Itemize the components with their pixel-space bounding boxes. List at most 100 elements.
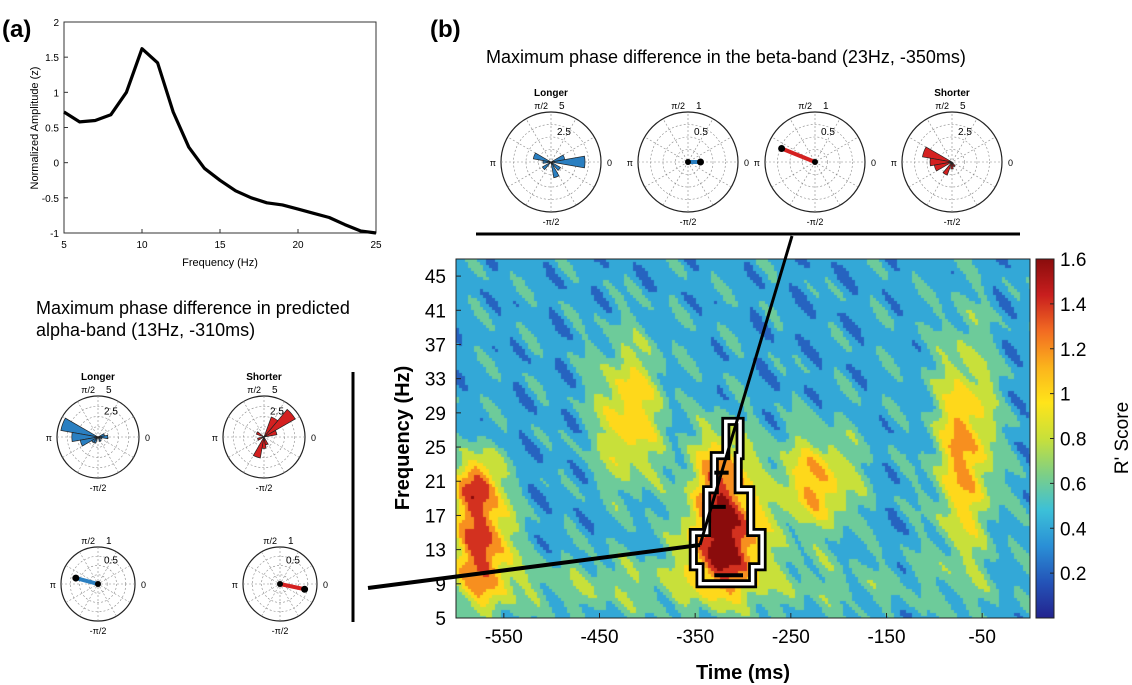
rose-wedge [263, 436, 269, 446]
polar-label-left: π [212, 433, 218, 443]
heat-x-tick-label: -50 [968, 627, 995, 648]
polar-label-left: π [46, 433, 52, 443]
colorbar-tick-label: 0.8 [1060, 430, 1086, 451]
polar-plot: π/2 π 0 -π/2 5 2.5 Longer [46, 372, 150, 493]
polar-rtick-outer: 5 [272, 385, 278, 396]
polar-label-left: π [754, 158, 760, 168]
heat-y-tick-label: 9 [435, 575, 446, 596]
polar-grid-circle [79, 565, 117, 603]
x-tick-label: 15 [214, 240, 226, 251]
mean-vector [73, 576, 100, 586]
polar-label-left: π [627, 158, 633, 168]
heatmap-x-label: Time (ms) [696, 662, 790, 684]
polar-label-right: 0 [323, 580, 328, 590]
polar-plot: π/2 π 0 -π/2 1 0.5 [627, 101, 749, 227]
rose-wedge [71, 432, 99, 442]
line-chart-x-ticks: 5 10 15 20 25 [61, 229, 382, 251]
y-tick-label: -1 [50, 229, 59, 240]
rose-wedge [257, 436, 265, 441]
polar-label-right: 0 [871, 158, 876, 168]
line-chart-y-label: Normalized Amplitude (z) [29, 67, 41, 190]
colorbar-tick-label: 1.4 [1060, 295, 1087, 316]
heat-y-tick-label: 13 [425, 541, 446, 562]
polar-plot: π/2 π 0 -π/2 1 0.5 [232, 536, 328, 636]
rose-wedge [950, 161, 954, 170]
colorbar-tick-label: 1.2 [1060, 340, 1086, 361]
y-tick-label: 2 [53, 18, 59, 29]
polar-rtick-inner: 2.5 [270, 407, 284, 418]
rose-wedge [97, 436, 102, 443]
polar-grid-circle [88, 574, 108, 594]
x-tick-label: 25 [370, 240, 382, 251]
heatmap-y-ticks: 5 9 13 17 21 25 29 33 37 41 45 [425, 267, 461, 630]
panel-label-a: (a) [2, 16, 31, 43]
heat-y-tick-label: 41 [425, 301, 446, 322]
beta-title: Maximum phase difference in the beta-ban… [486, 47, 966, 67]
colorbar-ticks: 0.2 0.4 0.6 0.8 1 1.2 1.4 1.6 [1050, 250, 1087, 585]
mean-vector-tip [778, 145, 786, 153]
mean-vector [278, 582, 307, 592]
polar-label-right: 0 [1008, 158, 1013, 168]
polar-plot: π/2 π 0 -π/2 5 2.5 Shorter [891, 88, 1013, 227]
polar-grid-circle [926, 136, 978, 188]
rose-wedge [542, 160, 552, 164]
heat-y-tick-label: 25 [425, 438, 446, 459]
polar-center-dot [812, 159, 818, 165]
polar-label-bottom: -π/2 [543, 217, 560, 227]
y-tick-label: 1.5 [45, 53, 59, 64]
rose-wedge [97, 433, 105, 438]
heatmap-y-label: Frequency (Hz) [392, 366, 414, 510]
rose-wedge [922, 146, 953, 163]
polar-grid-circle [232, 405, 296, 469]
polar-label-bottom: -π/2 [680, 217, 697, 227]
rose-wedge [255, 431, 265, 438]
heatmap-frame [455, 258, 1031, 619]
polar-label-top: π/2 [247, 385, 261, 395]
polar-group-label: Longer [534, 88, 568, 99]
polar-rtick-inner: 0.5 [821, 127, 835, 138]
polar-grid-circle [253, 426, 275, 448]
polar-center-dot [277, 581, 283, 587]
polar-label-top: π/2 [81, 536, 95, 546]
mean-vector [779, 146, 817, 164]
polar-label-top: π/2 [534, 101, 548, 111]
rose-wedge [541, 161, 552, 171]
polar-rtick-outer: 5 [559, 101, 565, 112]
polar-rtick-outer: 1 [696, 101, 702, 112]
alpha-title-line1: Maximum phase difference in predicted [36, 298, 350, 318]
polar-rtick-inner: 2.5 [104, 407, 118, 418]
polar-rtick-outer: 1 [288, 536, 294, 547]
polar-grid-circle [261, 565, 299, 603]
polar-label-bottom: -π/2 [90, 626, 107, 636]
rose-wedge [550, 154, 566, 163]
y-tick-label: -0.5 [42, 194, 60, 205]
cluster-outline-inner [691, 419, 764, 586]
x-tick-label: 10 [136, 240, 148, 251]
colorbar-tick-label: 1 [1060, 385, 1071, 406]
polar-grid-circle [662, 136, 714, 188]
heat-y-tick-label: 5 [435, 609, 446, 630]
polar-plot: π/2 π 0 -π/2 5 2.5 Shorter [212, 372, 316, 493]
polar-label-right: 0 [141, 580, 146, 590]
rose-wedge [93, 436, 99, 444]
polar-center-dot [95, 581, 101, 587]
heat-x-tick-label: -450 [580, 627, 618, 648]
polar-label-left: π [490, 158, 496, 168]
polar-rtick-inner: 0.5 [104, 556, 118, 567]
polar-label-top: π/2 [671, 101, 685, 111]
colorbar-tick-label: 0.2 [1060, 564, 1086, 585]
heat-y-tick-label: 21 [425, 472, 446, 493]
amplitude-line-chart: -1 -0.5 0 0.5 1 1.5 2 5 10 15 20 25 Frequency (Hz)… [29, 18, 382, 269]
alpha-title-line2: alpha-band (13Hz, -310ms) [36, 320, 255, 340]
rose-wedge [263, 429, 278, 438]
polar-label-left: π [50, 580, 56, 590]
polar-label-right: 0 [311, 433, 316, 443]
polar-label-bottom: -π/2 [256, 483, 273, 493]
polar-label-right: 0 [145, 433, 150, 443]
polar-label-right: 0 [744, 158, 749, 168]
colorbar-tick-label: 0.6 [1060, 474, 1086, 495]
polar-group-label: Longer [81, 372, 115, 383]
polar-label-top: π/2 [263, 536, 277, 546]
polar-label-top: π/2 [81, 385, 95, 395]
